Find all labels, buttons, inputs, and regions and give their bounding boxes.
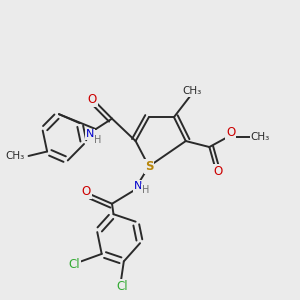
Text: O: O [226,126,236,139]
Text: N: N [86,130,94,140]
Text: O: O [81,185,91,198]
Text: O: O [88,93,97,106]
Text: Cl: Cl [68,258,80,271]
Text: Cl: Cl [116,280,128,293]
Text: H: H [142,185,149,195]
Text: S: S [145,160,153,173]
Text: CH₃: CH₃ [251,132,270,142]
Text: CH₃: CH₃ [5,151,24,161]
Text: CH₃: CH₃ [182,86,202,96]
Text: H: H [94,135,102,146]
Text: O: O [213,165,222,178]
Text: N: N [134,181,142,191]
